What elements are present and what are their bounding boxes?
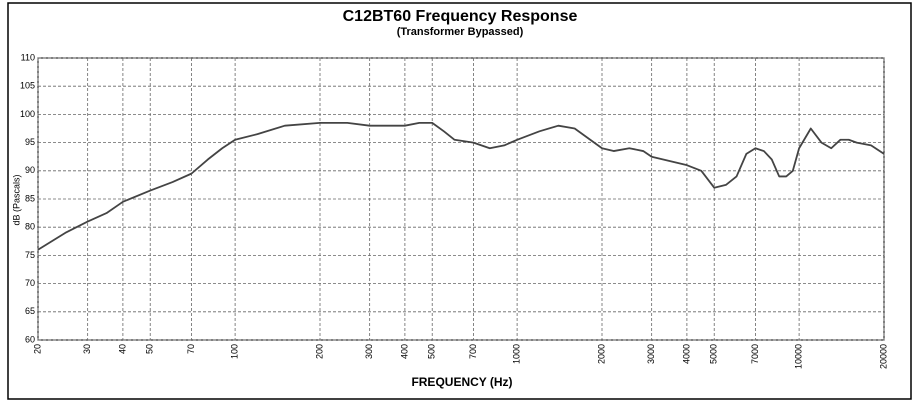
x-tick-label: 4000 [681, 344, 691, 364]
y-tick-label: 100 [20, 109, 35, 119]
x-tick-label: 2000 [596, 344, 606, 364]
y-axis-label: dB (Pascals) [11, 174, 21, 225]
y-tick-label: 70 [25, 278, 35, 288]
y-tick-label: 65 [25, 306, 35, 316]
y-tick-label: 75 [25, 250, 35, 260]
x-tick-label: 20 [32, 344, 42, 354]
x-tick-label: 40 [117, 344, 127, 354]
x-tick-label: 500 [427, 344, 437, 359]
x-tick-label: 400 [399, 344, 409, 359]
x-tick-label: 5000 [709, 344, 719, 364]
x-tick-label: 1000 [511, 344, 521, 364]
chart-subtitle: (Transformer Bypassed) [397, 26, 524, 38]
y-tick-label: 105 [20, 81, 35, 91]
x-axis-label: FREQUENCY (Hz) [411, 375, 512, 389]
y-tick-label: 85 [25, 193, 35, 203]
x-tick-label: 50 [145, 344, 155, 354]
x-tick-label: 100 [229, 344, 239, 359]
x-tick-label: 200 [314, 344, 324, 359]
x-tick-label: 30 [82, 344, 92, 354]
x-tick-label: 3000 [646, 344, 656, 364]
y-tick-label: 95 [25, 137, 35, 147]
x-tick-label: 7000 [750, 344, 760, 364]
x-tick-label: 70 [186, 344, 196, 354]
frame [7, 2, 912, 400]
response-line [37, 121, 885, 251]
x-tick-label: 300 [364, 344, 374, 359]
y-tick-label: 90 [25, 165, 35, 175]
x-tick-label: 10000 [793, 344, 803, 369]
y-tick-label: 60 [25, 334, 35, 344]
y-tick-label: 80 [25, 222, 35, 232]
x-tick-label: 20000 [878, 344, 888, 369]
chart-title: C12BT60 Frequency Response [343, 8, 578, 25]
x-tick-label: 700 [468, 344, 478, 359]
y-tick-label: 110 [21, 52, 35, 62]
